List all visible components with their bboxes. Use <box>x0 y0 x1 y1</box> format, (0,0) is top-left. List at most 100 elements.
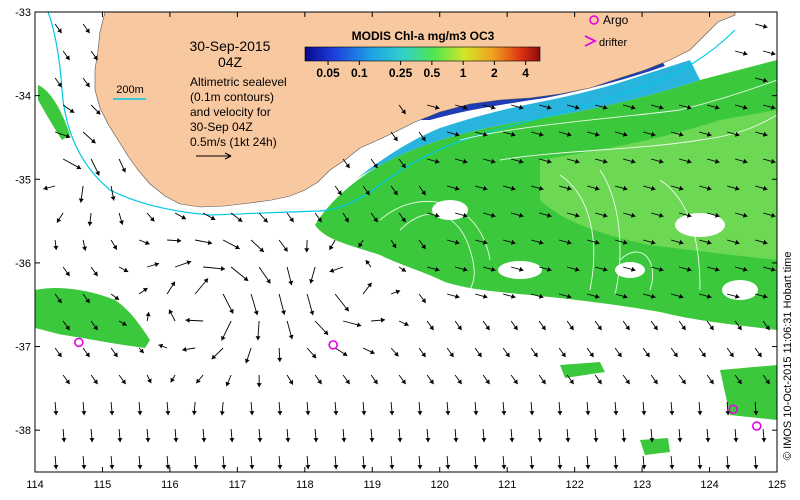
velocity-arrowhead <box>734 239 740 245</box>
velocity-arrowhead <box>770 50 776 56</box>
y-tick-label: -37 <box>15 342 31 354</box>
x-tick-label: 115 <box>94 479 112 491</box>
velocity-arrowhead <box>762 77 768 83</box>
velocity-arrowhead <box>482 185 488 191</box>
velocity-arrowhead <box>602 266 608 272</box>
velocity-arrowhead <box>361 410 367 416</box>
velocity-arrowhead <box>309 278 314 284</box>
x-tick-label: 119 <box>363 479 381 491</box>
velocity-arrowhead <box>462 158 468 164</box>
velocity-arrowhead <box>650 131 656 137</box>
velocity-arrowhead <box>454 239 460 245</box>
velocity-arrowhead <box>389 464 395 470</box>
velocity-arrowhead <box>742 50 748 56</box>
velocity-arrowhead <box>733 437 739 443</box>
velocity-arrowhead <box>757 352 762 358</box>
chl-swath-west <box>35 288 150 348</box>
velocity-arrowhead <box>673 352 678 358</box>
velocity-arrowhead <box>305 464 311 470</box>
sealevel-note: Altimetric sealevel (0.1m contours) and … <box>190 75 287 149</box>
velocity-arrowhead <box>541 325 546 331</box>
velocity-arrowhead <box>210 215 216 221</box>
velocity-arrowhead <box>177 238 182 244</box>
velocity-arrowhead <box>681 325 686 331</box>
velocity-arrowhead <box>501 410 507 416</box>
velocity-arrowhead <box>678 293 684 299</box>
velocity-arrowhead <box>762 293 768 299</box>
velocity-arrowhead <box>229 437 235 443</box>
velocity-arrowhead <box>417 464 423 470</box>
velocity-arrowhead <box>630 158 636 164</box>
velocity-arrowhead <box>686 266 692 272</box>
velocity-arrowhead <box>341 437 347 443</box>
velocity-arrowhead <box>165 410 171 416</box>
velocity-arrowhead <box>304 248 310 253</box>
velocity-arrowhead <box>546 104 552 110</box>
velocity-arrowhead <box>454 131 460 137</box>
velocity-arrowhead <box>165 464 171 470</box>
velocity-arrowhead <box>401 163 406 169</box>
velocity-arrowhead <box>510 185 516 191</box>
velocity-arrowhead <box>65 379 70 385</box>
velocity-arrowhead <box>454 293 460 299</box>
velocity-arrowhead <box>490 104 496 110</box>
velocity-arrowhead <box>145 240 150 245</box>
scale-arrow <box>196 152 232 160</box>
velocity-arrowhead <box>57 298 62 304</box>
velocity-arrowhead <box>333 410 339 416</box>
velocity-arrowhead <box>85 298 90 304</box>
velocity-arrowhead <box>585 464 591 470</box>
velocity-arrowhead <box>641 464 647 470</box>
velocity-arrowhead <box>541 379 546 385</box>
velocity-arrowhead <box>482 239 488 245</box>
velocity-arrowhead <box>482 131 488 137</box>
velocity-arrowhead <box>762 131 768 137</box>
velocity-arrowhead <box>421 298 426 303</box>
velocity-arrowhead <box>137 464 143 470</box>
velocity-arrowhead <box>289 217 294 223</box>
velocity-arrowhead <box>678 185 684 191</box>
velocity-arrowhead <box>56 217 62 223</box>
velocity-arrowhead <box>649 437 655 443</box>
argo-float-marker <box>328 340 338 350</box>
velocity-arrowhead <box>678 131 684 137</box>
velocity-arrowhead <box>513 379 518 385</box>
x-tick-label: 117 <box>229 479 247 491</box>
velocity-arrowhead <box>594 185 600 191</box>
velocity-arrowhead <box>61 437 67 443</box>
chl-patch-south <box>560 362 605 378</box>
velocity-arrowhead <box>686 212 692 218</box>
velocity-arrowhead <box>283 246 288 252</box>
velocity-arrowhead <box>622 239 628 245</box>
velocity-arrowhead <box>613 464 619 470</box>
velocity-arrowhead <box>401 109 406 115</box>
velocity-arrowhead <box>389 410 395 416</box>
velocity-arrowhead <box>123 267 129 273</box>
date-label: 30-Sep-2015 <box>190 38 271 54</box>
velocity-arrowhead <box>234 244 240 250</box>
velocity-arrowhead <box>369 437 375 443</box>
velocity-arrowhead <box>57 352 62 358</box>
velocity-arrowhead <box>765 379 770 385</box>
velocity-arrowhead <box>255 336 261 341</box>
velocity-arrowhead <box>317 217 322 223</box>
velocity-arrowhead <box>207 240 213 246</box>
velocity-arrowhead <box>288 334 294 340</box>
velocity-arrowhead <box>361 464 367 470</box>
velocity-arrowhead <box>168 309 174 315</box>
velocity-arrowhead <box>185 317 190 323</box>
velocity-arrowhead <box>337 190 342 196</box>
velocity-arrowhead <box>345 163 350 169</box>
chlorophyll-swaths <box>35 58 777 455</box>
velocity-arrowhead <box>538 185 544 191</box>
colorbar-tick-label: 4 <box>522 66 529 80</box>
velocity-arrowhead <box>706 239 712 245</box>
velocity-arrowhead <box>546 212 552 218</box>
velocity-arrowhead <box>393 190 398 196</box>
velocity-arrowhead <box>65 55 70 61</box>
velocity-arrowhead <box>344 217 349 223</box>
velocity-arrowhead <box>191 410 197 416</box>
velocity-arrowhead <box>501 464 507 470</box>
velocity-arrowhead <box>594 239 600 245</box>
colorbar-tick-label: 1 <box>460 66 467 80</box>
